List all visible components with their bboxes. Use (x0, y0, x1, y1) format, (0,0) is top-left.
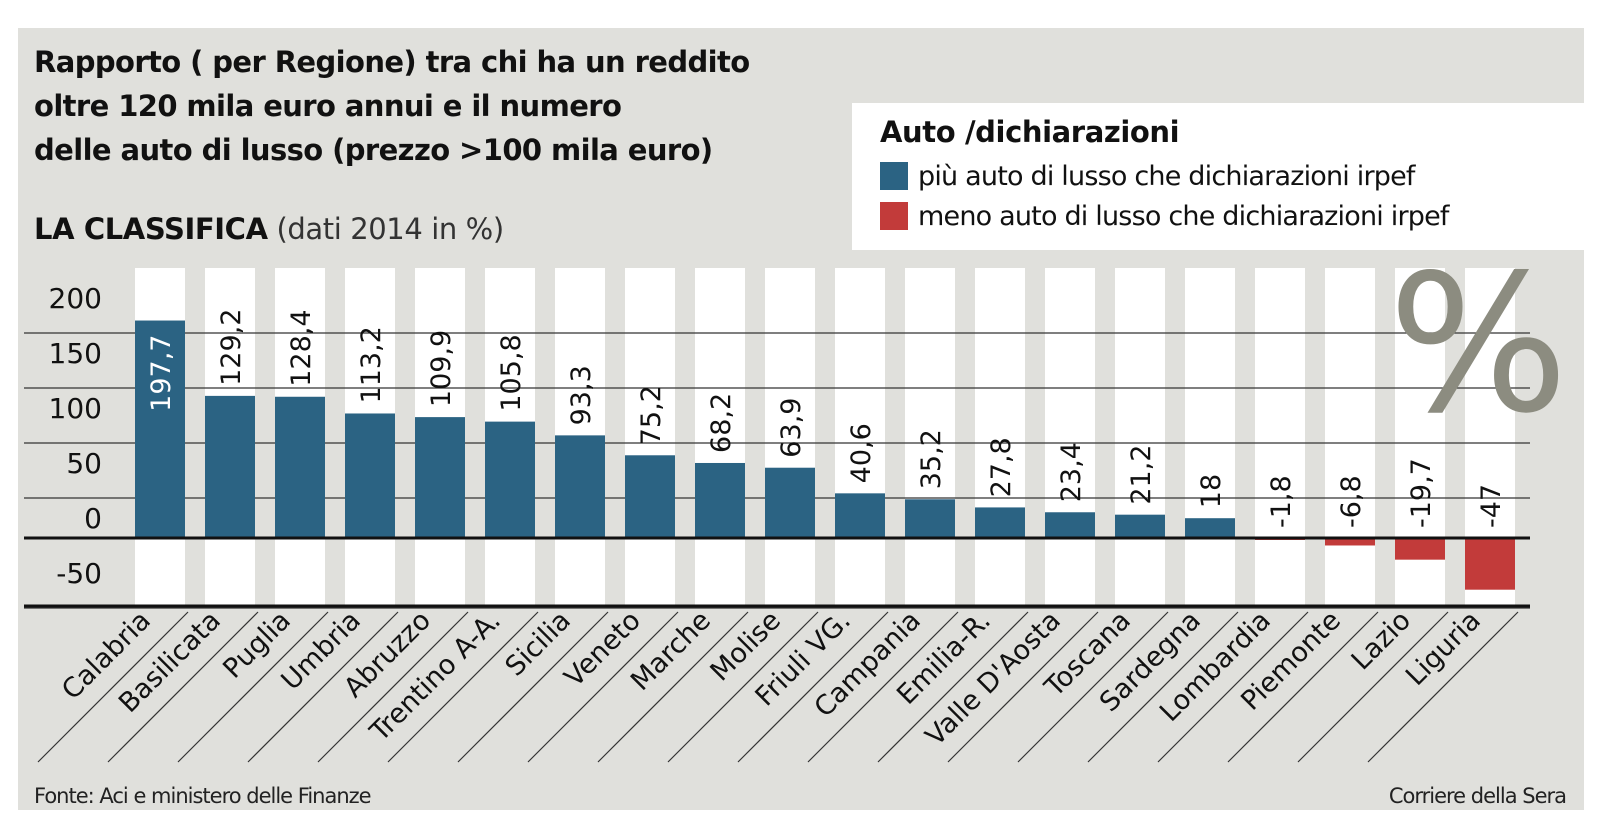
publisher-credit: Corriere della Sera (1388, 784, 1567, 808)
subtitle-strong: LA CLASSIFICA (34, 212, 268, 246)
value-label: -19,7 (1406, 458, 1437, 528)
bar (625, 455, 675, 538)
bar (555, 435, 605, 538)
bar (1045, 512, 1095, 538)
legend: Auto /dichiarazioni più auto di lusso ch… (852, 103, 1584, 250)
bar (485, 421, 535, 538)
value-label: 35,2 (916, 429, 947, 489)
y-tick-label: 50 (66, 447, 102, 480)
value-label: 109,9 (426, 330, 457, 407)
category-stripe (1045, 268, 1095, 606)
category-divider (247, 611, 399, 763)
value-label: 197,7 (146, 335, 177, 412)
category-divider (1157, 611, 1309, 763)
category-stripe (1115, 268, 1165, 606)
category-divider (457, 611, 609, 763)
title-line-3: delle auto di lusso (prezzo >100 mila eu… (34, 133, 713, 167)
bar (415, 417, 465, 538)
category-divider (597, 611, 749, 763)
value-label: 105,8 (496, 334, 527, 411)
category-stripe (695, 268, 745, 606)
value-label: -1,8 (1266, 475, 1297, 528)
category-divider (37, 611, 189, 763)
category-divider (877, 611, 1029, 763)
value-label: 18 (1196, 474, 1227, 508)
y-tick-label: 100 (49, 392, 102, 425)
y-tick-label: 200 (49, 282, 102, 315)
bar (275, 396, 325, 538)
category-stripe (1185, 268, 1235, 606)
category-divider (1017, 611, 1169, 763)
category-stripe (905, 268, 955, 606)
bar (1185, 518, 1235, 538)
category-stripe (625, 268, 675, 606)
category-stripe (765, 268, 815, 606)
legend-label-positive: più auto di lusso che dichiarazioni irpe… (918, 160, 1415, 192)
category-divider (667, 611, 819, 763)
category-stripe (1255, 268, 1305, 606)
value-label: 63,9 (776, 398, 807, 458)
legend-item-positive: più auto di lusso che dichiarazioni irpe… (880, 158, 1415, 194)
value-label: -6,8 (1336, 475, 1367, 528)
category-divider (1087, 611, 1239, 763)
bar (1325, 538, 1375, 546)
bar (905, 499, 955, 538)
subtitle-light: (dati 2014 in %) (276, 212, 504, 246)
title-line-2: oltre 120 mila euro annui e il numero (34, 89, 622, 123)
chart-title: Rapporto ( per Regione) tra chi ha un re… (34, 40, 894, 172)
bar (835, 493, 885, 538)
bar (1395, 538, 1445, 560)
title-line-1: Rapporto ( per Regione) tra chi ha un re… (34, 45, 750, 79)
legend-title: Auto /dichiarazioni (880, 115, 1180, 149)
value-label: 21,2 (1126, 445, 1157, 505)
value-label: -47 (1476, 484, 1507, 528)
category-divider (177, 611, 329, 763)
x-tick-label: Liguria (1400, 605, 1487, 692)
category-divider (317, 611, 469, 763)
bar (1465, 538, 1515, 590)
value-label: 129,2 (216, 309, 247, 386)
category-stripe (1325, 268, 1375, 606)
bar (135, 320, 185, 538)
category-divider (1367, 611, 1519, 763)
legend-label-negative: meno auto di lusso che dichiarazioni irp… (918, 200, 1449, 232)
category-divider (1297, 611, 1449, 763)
y-tick-label: -50 (56, 557, 102, 590)
value-label: 75,2 (636, 385, 667, 445)
category-stripe (975, 268, 1025, 606)
bar (345, 413, 395, 538)
bar (975, 507, 1025, 538)
percent-sign-graphic: % (1388, 234, 1569, 455)
category-divider (107, 611, 259, 763)
value-label: 93,3 (566, 365, 597, 425)
y-tick-label: 150 (49, 337, 102, 370)
bar (205, 395, 255, 538)
category-divider (1227, 611, 1379, 763)
value-label: 128,4 (286, 309, 317, 386)
category-divider (387, 611, 539, 763)
value-label: 40,6 (846, 423, 877, 483)
category-divider (737, 611, 889, 763)
category-divider (527, 611, 679, 763)
value-label: 113,2 (356, 326, 387, 403)
category-stripe (835, 268, 885, 606)
value-label: 27,8 (986, 437, 1017, 497)
legend-swatch-positive (880, 162, 908, 190)
bar (765, 467, 815, 538)
category-divider (807, 611, 959, 763)
value-label: 68,2 (706, 393, 737, 453)
chart-subtitle: LA CLASSIFICA (dati 2014 in %) (34, 212, 504, 246)
legend-swatch-negative (880, 202, 908, 230)
y-tick-label: 0 (84, 502, 102, 535)
value-label: 23,4 (1056, 442, 1087, 502)
source-note: Fonte: Aci e ministero delle Finanze (34, 784, 372, 808)
legend-item-negative: meno auto di lusso che dichiarazioni irp… (880, 198, 1449, 234)
bar (695, 462, 745, 538)
bar (1115, 514, 1165, 538)
category-divider (947, 611, 1099, 763)
